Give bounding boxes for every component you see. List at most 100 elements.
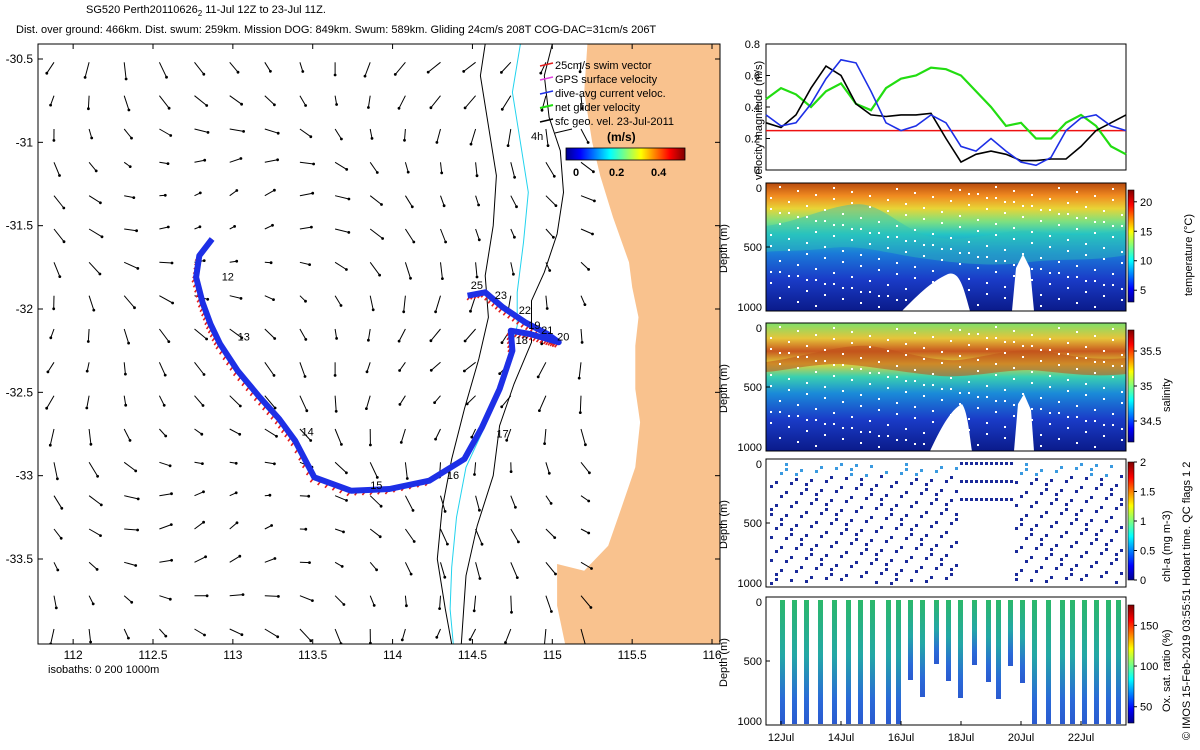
profile-sample <box>833 423 835 425</box>
current-arrow <box>369 195 382 205</box>
current-arrow-head <box>367 106 370 109</box>
profile-sample <box>968 241 970 243</box>
current-arrow-head <box>370 137 374 140</box>
current-arrow <box>403 295 406 312</box>
current-arrow-head <box>240 633 244 637</box>
chla-sample <box>1110 516 1113 519</box>
profile-sample <box>1085 420 1087 422</box>
current-arrow-head <box>56 568 60 572</box>
profile-sample <box>995 223 997 225</box>
current-arrow <box>53 495 63 509</box>
chla-sample <box>970 498 973 501</box>
colorbar-tick-label: 35 <box>1140 381 1152 393</box>
profile-sample <box>815 445 817 447</box>
legend-scale-arrow <box>554 128 573 134</box>
profile-sample <box>1112 376 1114 378</box>
current-arrow <box>404 128 406 141</box>
chla-sample <box>920 543 923 546</box>
profile-sample <box>905 380 907 382</box>
profile-sample <box>1067 427 1069 429</box>
section-x-tick-label: 16Jul <box>888 732 914 744</box>
current-arrow <box>53 228 65 243</box>
current-arrow <box>580 495 589 502</box>
current-arrow-head <box>163 373 167 377</box>
current-arrow-head <box>49 336 53 340</box>
current-arrow <box>434 395 441 403</box>
current-arrow-head <box>54 606 58 610</box>
profile-sample <box>869 420 871 422</box>
profile-sample <box>824 434 826 436</box>
chla-sample <box>1115 581 1118 584</box>
track-day-label: 12 <box>222 272 234 284</box>
current-arrow-head <box>168 597 172 601</box>
chla-sample <box>910 505 913 508</box>
current-arrow-head <box>203 633 206 637</box>
current-arrow <box>159 595 171 600</box>
profile-sample <box>878 269 880 271</box>
current-arrow-head <box>405 604 408 608</box>
current-arrow <box>545 528 556 538</box>
current-arrow <box>229 594 244 597</box>
profile-sample <box>1022 345 1024 347</box>
current-arrow <box>510 228 515 238</box>
chla-sample <box>770 536 773 539</box>
chla-sample <box>825 508 828 511</box>
profile-sample <box>797 275 799 277</box>
current-arrow <box>507 128 512 146</box>
current-arrow <box>123 328 130 344</box>
current-arrow <box>369 228 383 239</box>
profile-sample <box>896 413 898 415</box>
chla-sample <box>860 506 863 509</box>
profile-sample <box>896 262 898 264</box>
chla-sample <box>985 480 988 483</box>
depth-tick-label: 1000 <box>738 302 762 314</box>
current-arrow-head <box>500 71 503 74</box>
chla-sample <box>940 535 943 538</box>
chla-sample <box>830 476 833 479</box>
profile-sample <box>995 337 997 339</box>
oxygen-profile <box>858 600 863 724</box>
profile-sample <box>1112 273 1114 275</box>
colorbar-tick-label: 34.5 <box>1140 416 1161 428</box>
profile-sample <box>815 305 817 307</box>
chla-sample <box>1095 533 1098 536</box>
current-arrow <box>88 628 92 643</box>
profile-sample <box>824 209 826 211</box>
current-arrow-head <box>553 536 557 539</box>
current-arrow-head <box>546 144 550 148</box>
current-arrow-head <box>473 473 476 476</box>
current-arrow <box>86 362 90 372</box>
chla-sample <box>1060 466 1063 469</box>
chla-sample <box>850 519 853 522</box>
chla-sample <box>910 579 913 582</box>
profile-sample <box>932 307 934 309</box>
chla-sample <box>1090 468 1093 471</box>
chla-sample <box>835 490 838 493</box>
profile-sample <box>995 234 997 236</box>
chla-sample <box>905 491 908 494</box>
chla-sample <box>1110 493 1113 496</box>
profile-sample <box>1067 202 1069 204</box>
chla-sample <box>865 548 868 551</box>
chla-sample <box>830 568 833 571</box>
profile-sample <box>806 216 808 218</box>
profile-sample <box>923 207 925 209</box>
profile-sample <box>788 249 790 251</box>
current-arrow-head <box>345 499 348 502</box>
profile-sample <box>1121 428 1123 430</box>
current-arrow-head <box>276 158 279 162</box>
profile-sample <box>959 329 961 331</box>
profile-sample <box>770 208 772 210</box>
chla-sample <box>790 528 793 531</box>
chla-sample <box>905 560 908 563</box>
current-arrow-head <box>98 272 102 276</box>
depth-tick-label: 0 <box>756 183 762 195</box>
current-arrow-head <box>205 337 209 341</box>
chla-sample <box>915 501 918 504</box>
chla-sample <box>810 479 813 482</box>
profile-sample <box>1022 356 1024 358</box>
chla-sample <box>845 477 848 480</box>
profile-sample <box>815 268 817 270</box>
chla-sample <box>840 509 843 512</box>
current-arrow-head <box>469 142 473 146</box>
